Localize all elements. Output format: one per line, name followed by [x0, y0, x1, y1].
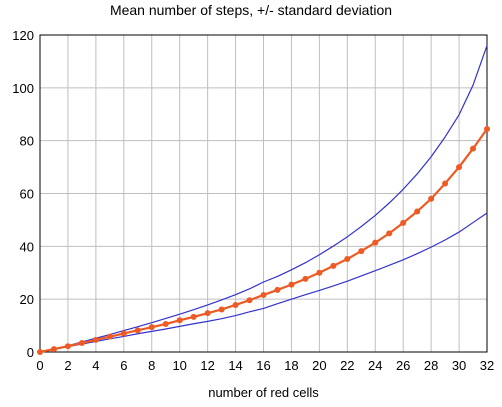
y-axis-ticks: 0 20 40 60 80 100 120 — [12, 28, 34, 360]
x-tick-label: 22 — [340, 358, 354, 373]
series-point-mean — [37, 349, 43, 355]
y-tick-label: 0 — [27, 345, 34, 360]
x-tick-label: 0 — [36, 358, 43, 373]
series-point-mean — [64, 343, 71, 350]
y-tick-label: 40 — [20, 239, 34, 254]
series-point-mean — [274, 286, 281, 293]
chart-title: Mean number of steps, +/- standard devia… — [109, 2, 393, 18]
x-axis-label: number of red cells — [208, 385, 319, 400]
series-point-mean — [232, 301, 239, 308]
x-tick-label: 12 — [200, 358, 214, 373]
series-point-mean — [456, 164, 463, 171]
x-tick-label: 6 — [120, 358, 127, 373]
series-point-mean — [190, 313, 197, 320]
x-tick-label: 28 — [424, 358, 438, 373]
series-point-mean — [106, 333, 113, 340]
series-point-mean — [344, 256, 351, 263]
series-point-mean — [204, 310, 211, 317]
grid-lines — [39, 34, 488, 353]
x-tick-label: 4 — [92, 358, 99, 373]
y-tick-label: 80 — [20, 134, 34, 149]
x-tick-label: 14 — [228, 358, 242, 373]
series-point-mean — [414, 208, 421, 215]
x-tick-label: 10 — [172, 358, 186, 373]
series-point-mean — [148, 324, 155, 331]
series-point-mean — [400, 219, 407, 226]
x-tick-label: 26 — [396, 358, 410, 373]
series-point-mean — [246, 297, 253, 304]
x-tick-label: 16 — [256, 358, 270, 373]
x-tick-label: 30 — [452, 358, 466, 373]
x-tick-label: 20 — [312, 358, 326, 373]
x-tick-label: 24 — [368, 358, 382, 373]
series-point-mean — [330, 262, 337, 269]
series-point-mean — [372, 239, 379, 246]
series-point-mean — [92, 336, 99, 343]
series-point-mean — [288, 281, 295, 288]
series-point-mean — [386, 230, 393, 237]
series-point-mean — [162, 320, 169, 327]
x-tick-label: 18 — [284, 358, 298, 373]
series-point-mean — [260, 291, 267, 298]
series-point-mean — [218, 306, 225, 313]
y-tick-label: 100 — [12, 81, 34, 96]
series-point-mean — [78, 340, 85, 347]
x-tick-label: 32 — [480, 358, 494, 373]
series-point-mean — [120, 330, 127, 337]
series-point-mean — [484, 126, 490, 133]
x-axis-ticks: 0 2 4 6 8 10 12 14 16 18 20 22 24 26 28 30 32 — [36, 358, 494, 373]
series-point-mean — [316, 269, 323, 276]
series-line-mean+sd — [39, 45, 488, 353]
series-point-mean — [470, 145, 477, 152]
plot-frame — [39, 34, 488, 353]
series-point-mean — [428, 195, 435, 202]
series-point-mean — [176, 317, 183, 324]
y-tick-label: 120 — [12, 28, 34, 43]
series-point-mean — [302, 275, 309, 282]
series-point-mean — [442, 180, 449, 187]
x-tick-label: 8 — [148, 358, 155, 373]
y-tick-label: 60 — [20, 187, 34, 202]
series-point-mean — [50, 346, 57, 353]
y-tick-label: 20 — [20, 292, 34, 307]
series-line-mean-sd — [39, 212, 488, 353]
series-point-mean — [358, 248, 365, 255]
x-tick-label: 2 — [64, 358, 71, 373]
series-point-mean — [134, 327, 141, 334]
series-layer — [37, 45, 490, 355]
